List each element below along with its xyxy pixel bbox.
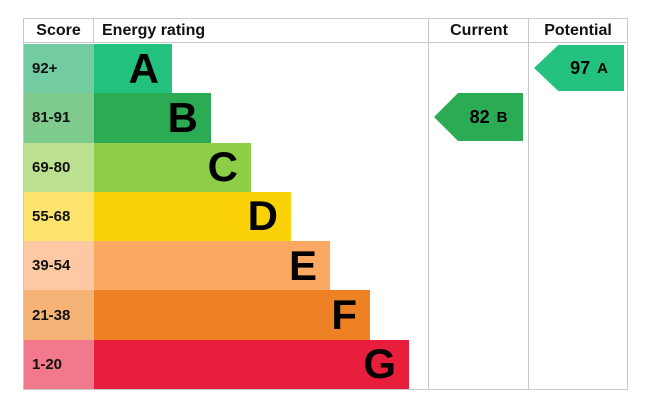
band-score-a: 92+	[24, 44, 94, 94]
band-row-f: 21-38 F	[24, 290, 428, 340]
band-score-f: 21-38	[24, 290, 94, 340]
potential-rating-value: 97	[570, 57, 591, 78]
potential-rating-letter: A	[597, 59, 608, 77]
current-rating-arrow: 82 B	[434, 93, 523, 141]
potential-column-divider	[528, 19, 529, 389]
band-score-d: 55-68	[24, 191, 94, 242]
band-score-g: 1-20	[24, 339, 94, 389]
band-letter-f: F	[331, 291, 357, 339]
band-row-c: 69-80 C	[24, 142, 428, 192]
current-column-divider	[428, 19, 429, 389]
band-row-g: 1-20 G	[24, 339, 428, 389]
band-letter-d: D	[247, 192, 278, 240]
band-row-b: 81-91 B	[24, 93, 428, 143]
band-letter-g: G	[363, 340, 396, 388]
energy-rating-column-header: Energy rating	[102, 21, 206, 39]
band-letter-a: A	[128, 44, 159, 92]
band-bar-c: C	[94, 142, 251, 192]
epc-header-row: Score Energy rating Current Potential	[24, 19, 627, 43]
band-bar-d: D	[94, 191, 291, 242]
band-bar-e: E	[94, 241, 330, 291]
potential-column-header: Potential	[544, 21, 612, 39]
band-bar-f: F	[94, 290, 370, 340]
band-bar-g: G	[94, 339, 409, 389]
band-row-a: 92+ A	[24, 44, 428, 94]
band-letter-c: C	[207, 143, 238, 191]
band-score-b: 81-91	[24, 93, 94, 143]
band-row-e: 39-54 E	[24, 241, 428, 291]
band-row-d: 55-68 D	[24, 191, 428, 242]
band-letter-e: E	[288, 241, 317, 289]
potential-rating-arrow: 97 A	[534, 45, 624, 91]
band-score-c: 69-80	[24, 142, 94, 192]
current-column-header: Current	[450, 21, 508, 39]
band-bar-a: A	[94, 44, 172, 94]
epc-chart: Score Energy rating Current Potential 92…	[23, 18, 628, 390]
band-letter-b: B	[167, 93, 198, 141]
band-score-e: 39-54	[24, 241, 94, 291]
score-column-header: Score	[24, 19, 94, 42]
current-rating-value: 82	[469, 106, 490, 127]
current-rating-letter: B	[496, 108, 508, 126]
epc-band-rows: 92+ A 81-91 B 69-80 C 55-68 D 39-54	[24, 44, 428, 389]
band-bar-b: B	[94, 93, 211, 143]
